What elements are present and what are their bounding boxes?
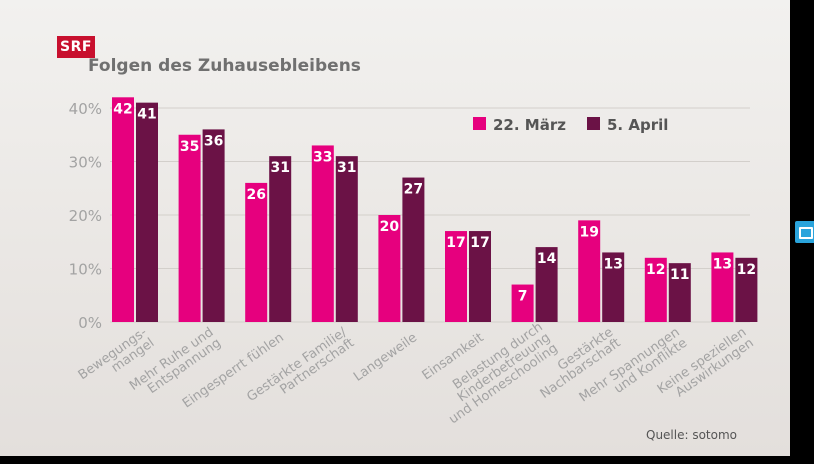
bar-series2: [602, 252, 625, 322]
bar-series2: [668, 263, 691, 322]
data-label: 26: [246, 187, 265, 203]
bar-series1: [644, 257, 667, 322]
y-tick-label: 30%: [69, 154, 102, 172]
legend-swatch: [473, 117, 486, 130]
data-label: 12: [646, 262, 665, 278]
bar-series1: [378, 215, 401, 322]
bar-series1: [578, 220, 601, 322]
bar-series2: [269, 156, 292, 322]
data-label: 19: [579, 224, 598, 240]
data-label: 7: [518, 289, 528, 305]
svg-text:Belastung durchKinderbetreuung: Belastung durchKinderbetreuungund Homesc…: [431, 320, 560, 428]
data-label: 12: [737, 262, 756, 278]
data-label: 33: [313, 149, 332, 165]
share-icon[interactable]: [795, 221, 814, 243]
data-label: 35: [180, 139, 199, 155]
x-tick-label: Belastung durchKinderbetreuungund Homesc…: [431, 320, 560, 428]
bar-series2: [335, 156, 358, 322]
chart-panel: SRF Folgen des Zuhausebleibens 0% 10% 20% 3…: [0, 0, 790, 456]
data-label: 20: [380, 219, 400, 235]
source-note: Quelle: sotomo: [646, 428, 738, 442]
data-label: 36: [204, 133, 223, 149]
data-label: 13: [603, 256, 622, 272]
data-label: 31: [270, 160, 289, 176]
data-label: 27: [404, 182, 423, 198]
bar-series2: [469, 231, 491, 322]
bar-series1: [445, 231, 467, 322]
data-label: 31: [337, 160, 356, 176]
y-tick-label: 10%: [69, 261, 102, 279]
x-tick-label: Gestärkte Familie/Partnerschaft: [244, 325, 357, 416]
data-label: 11: [670, 267, 689, 283]
bar-series1: [112, 97, 134, 322]
bar-series1: [711, 252, 734, 322]
svg-text:Langeweile: Langeweile: [351, 330, 420, 384]
y-tick-label: 40%: [69, 100, 102, 118]
bar-series2: [735, 257, 758, 322]
bar-series1: [511, 284, 534, 322]
data-label: 41: [137, 107, 156, 123]
legend-label: 22. März: [493, 116, 566, 134]
srf-logo: SRF: [57, 36, 95, 58]
legend-swatch: [587, 117, 600, 130]
legend-label: 5. April: [607, 116, 668, 134]
bar-series2: [402, 177, 425, 322]
bar-series1: [311, 145, 334, 322]
svg-text:Gestärkte Familie/Partnerschaf: Gestärkte Familie/Partnerschaft: [244, 325, 357, 416]
y-tick-label: 20%: [69, 207, 102, 225]
data-label: 17: [470, 235, 489, 251]
data-label: 13: [713, 256, 732, 272]
y-tick-label: 0%: [78, 314, 102, 332]
data-label: 14: [537, 251, 557, 267]
chart-title: Folgen des Zuhausebleibens: [88, 56, 361, 76]
bar-series1: [245, 182, 268, 322]
x-tick-label: Langeweile: [351, 330, 420, 384]
bar-series2: [136, 102, 158, 323]
data-label: 42: [113, 101, 132, 117]
bar-series1: [178, 134, 201, 322]
bar-series2: [535, 247, 558, 322]
data-label: 17: [446, 235, 465, 251]
bar-series2: [202, 129, 225, 322]
